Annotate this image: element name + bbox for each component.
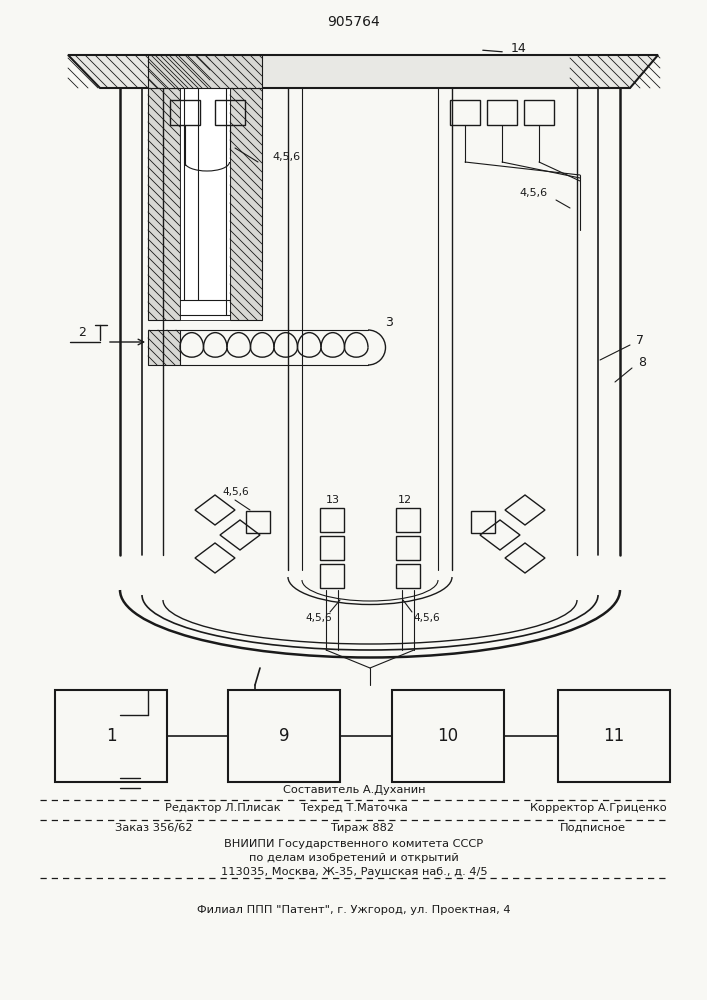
- Text: 4,5,6: 4,5,6: [272, 152, 300, 162]
- Bar: [320, 508, 344, 532]
- Bar: [320, 564, 344, 588]
- Bar: [487, 100, 517, 125]
- Bar: [396, 536, 420, 560]
- Text: 3: 3: [385, 316, 393, 330]
- Bar: [396, 508, 420, 532]
- Text: Техред Т.Маточка: Техред Т.Маточка: [300, 803, 408, 813]
- Text: 4,5,6: 4,5,6: [414, 613, 440, 623]
- Text: 13: 13: [326, 495, 340, 505]
- Text: 4,5,6: 4,5,6: [305, 613, 332, 623]
- Text: Подписное: Подписное: [560, 823, 626, 833]
- Bar: [558, 690, 670, 782]
- Text: 8: 8: [638, 357, 646, 369]
- Text: 1: 1: [105, 727, 117, 745]
- Bar: [246, 511, 270, 533]
- Text: 2: 2: [78, 326, 86, 338]
- Text: Заказ 356/62: Заказ 356/62: [115, 823, 192, 833]
- Bar: [450, 100, 480, 125]
- Text: 4,5,6: 4,5,6: [222, 487, 249, 497]
- Text: Редактор Л.Плисак: Редактор Л.Плисак: [165, 803, 281, 813]
- Text: 10: 10: [438, 727, 459, 745]
- Text: по делам изобретений и открытий: по делам изобретений и открытий: [249, 853, 459, 863]
- Bar: [524, 100, 554, 125]
- Polygon shape: [68, 55, 658, 88]
- Bar: [180, 88, 230, 320]
- Text: 11: 11: [603, 727, 624, 745]
- Text: 9: 9: [279, 727, 289, 745]
- Text: 14: 14: [511, 41, 527, 54]
- Text: 905764: 905764: [327, 15, 380, 29]
- Bar: [392, 690, 504, 782]
- Bar: [148, 88, 180, 320]
- Bar: [170, 100, 200, 125]
- Text: 12: 12: [398, 495, 412, 505]
- Text: Тираж 882: Тираж 882: [330, 823, 394, 833]
- Text: ВНИИПИ Государственного комитета СССР: ВНИИПИ Государственного комитета СССР: [224, 839, 484, 849]
- Text: 4,5,6: 4,5,6: [520, 188, 548, 198]
- Bar: [471, 511, 495, 533]
- Bar: [215, 100, 245, 125]
- Text: Составитель А.Духанин: Составитель А.Духанин: [283, 785, 425, 795]
- Bar: [320, 536, 344, 560]
- Text: Филиал ППП "Патент", г. Ужгород, ул. Проектная, 4: Филиал ППП "Патент", г. Ужгород, ул. Про…: [197, 905, 510, 915]
- Text: Корректор А.Гриценко: Корректор А.Гриценко: [530, 803, 667, 813]
- Bar: [230, 88, 262, 320]
- Bar: [396, 564, 420, 588]
- Bar: [148, 55, 262, 88]
- Bar: [228, 690, 340, 782]
- Text: 113035, Москва, Ж-35, Раушская наб., д. 4/5: 113035, Москва, Ж-35, Раушская наб., д. …: [221, 867, 487, 877]
- Bar: [55, 690, 167, 782]
- Bar: [148, 330, 180, 365]
- Text: 7: 7: [636, 334, 644, 347]
